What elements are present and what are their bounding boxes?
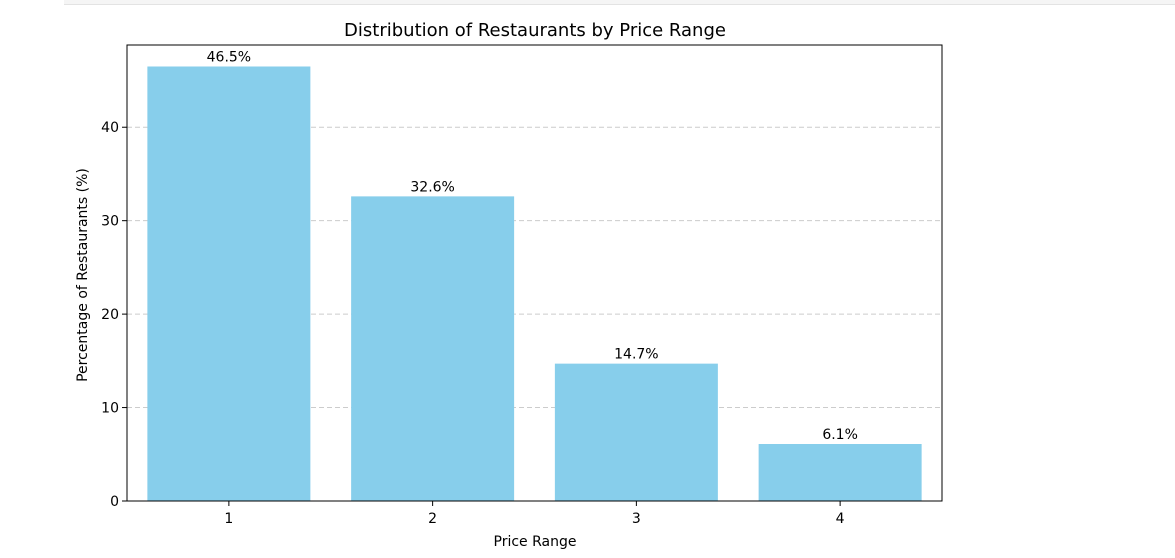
bar-value-label: 14.7%: [614, 347, 658, 363]
chart-title: Distribution of Restaurants by Price Ran…: [344, 20, 726, 41]
x-axis-label: Price Range: [494, 534, 577, 550]
bar: [554, 363, 718, 501]
x-tick-label: 3: [632, 511, 641, 527]
notebook-cell-edge: [64, 0, 1175, 5]
bar-value-label: 6.1%: [822, 427, 858, 443]
bar: [758, 444, 922, 501]
bar: [351, 196, 515, 501]
bars: [147, 66, 922, 501]
y-axis-label: Percentage of Restaurants (%): [75, 168, 91, 382]
axis-ticks: 0 10 20 30 40 1 2 3 4: [101, 120, 844, 527]
plot-frame: [126, 44, 943, 502]
x-tick-label: 4: [836, 511, 845, 527]
bar-value-labels: 46.5% 32.6% 14.7% 6.1%: [207, 49, 858, 443]
bar-value-label: 32.6%: [410, 179, 454, 195]
y-tick-label: 30: [101, 214, 119, 230]
bar: [147, 66, 311, 501]
y-tick-label: 40: [101, 120, 119, 136]
y-tick-label: 10: [101, 401, 119, 417]
x-tick-label: 1: [224, 511, 233, 527]
x-tick-label: 2: [428, 511, 437, 527]
y-tick-label: 0: [110, 494, 119, 510]
y-tick-label: 20: [101, 307, 119, 323]
bar-value-label: 46.5%: [207, 49, 251, 65]
